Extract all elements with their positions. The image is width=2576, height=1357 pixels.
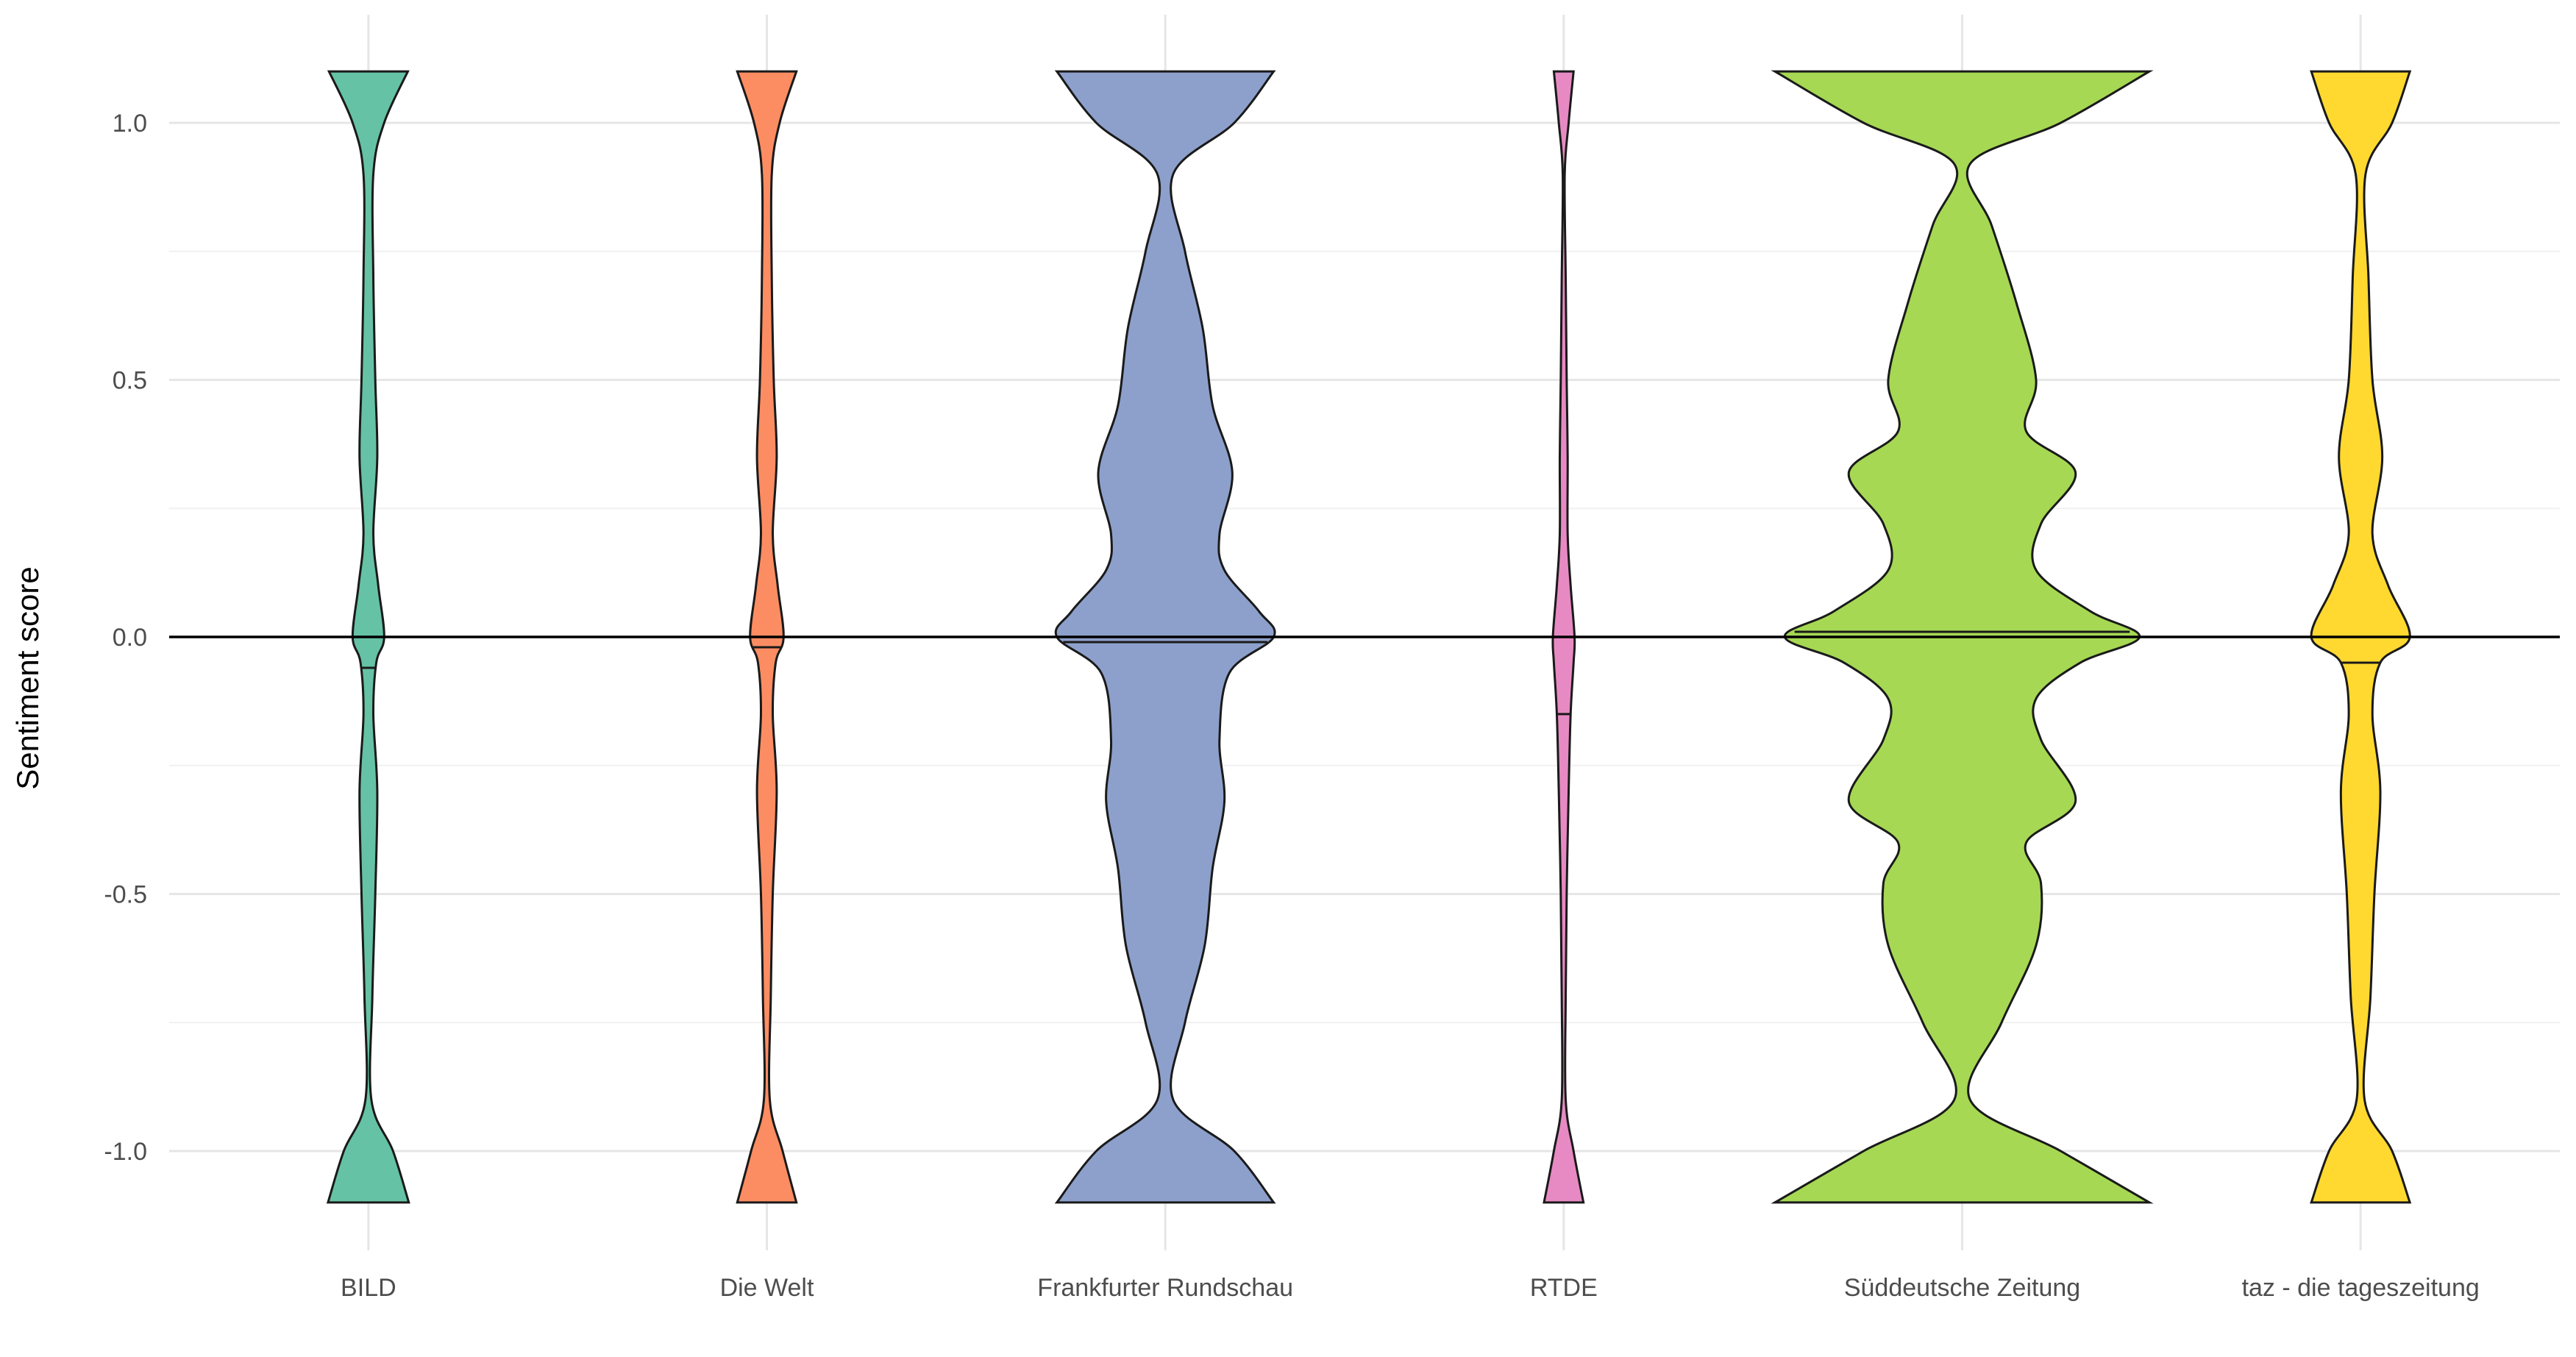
y-axis-title: Sentiment score bbox=[10, 566, 45, 789]
y-tick-label: -0.5 bbox=[104, 881, 147, 909]
x-tick-label: Die Welt bbox=[720, 1274, 814, 1302]
y-tick-label: 0.5 bbox=[113, 367, 147, 395]
y-axis-tick-labels: 1.0 0.5 0.0 -0.5 -1.0 bbox=[104, 110, 147, 1166]
y-tick-label: 0.0 bbox=[113, 624, 147, 652]
x-tick-label: Frankfurter Rundschau bbox=[1037, 1274, 1293, 1302]
y-tick-label: -1.0 bbox=[104, 1138, 147, 1166]
x-axis-tick-labels: BILD Die Welt Frankfurter Rundschau RTDE Süd… bbox=[341, 1274, 2480, 1302]
x-tick-label: Süddeutsche Zeitung bbox=[1844, 1274, 2080, 1302]
x-tick-label: BILD bbox=[341, 1274, 396, 1302]
x-tick-label: RTDE bbox=[1530, 1274, 1598, 1302]
grid-lines bbox=[169, 15, 2560, 1250]
y-tick-label: 1.0 bbox=[113, 110, 147, 138]
x-tick-label: taz - die tageszeitung bbox=[2242, 1274, 2480, 1302]
